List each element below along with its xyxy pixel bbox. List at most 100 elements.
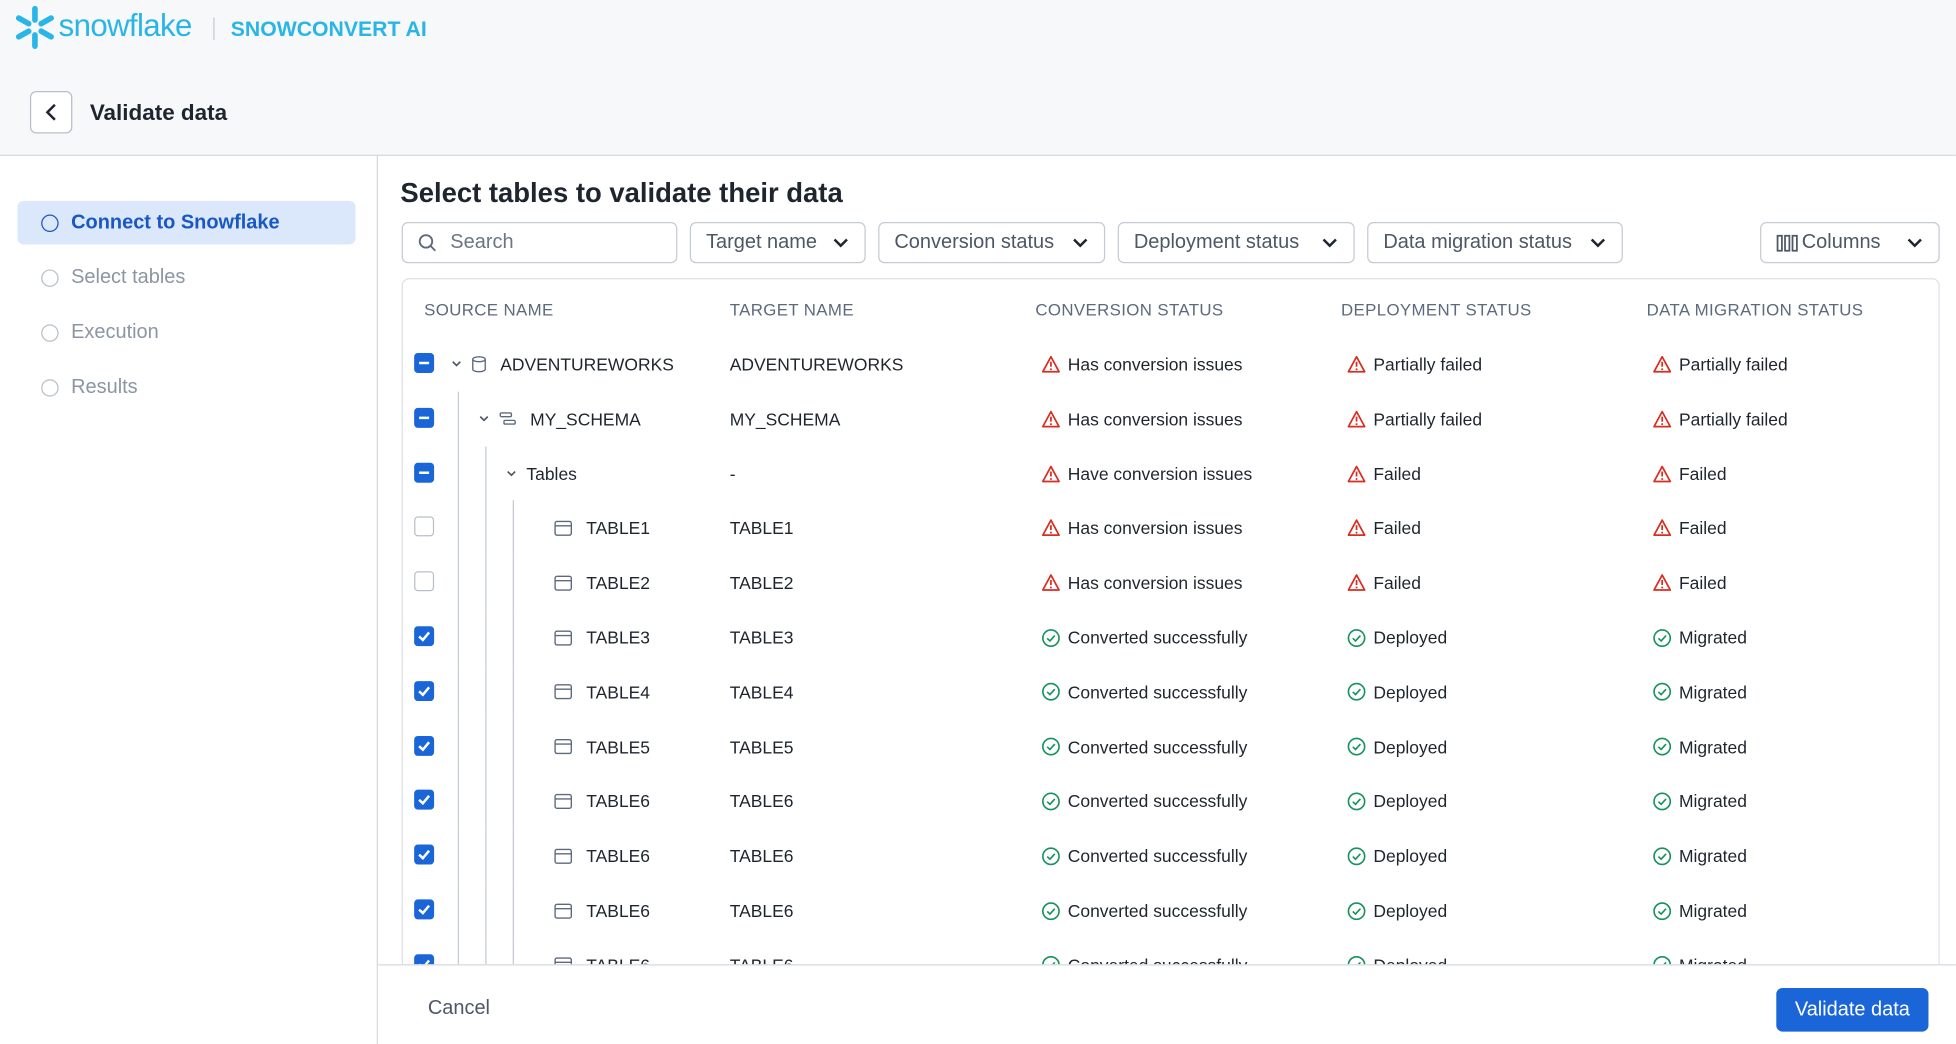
- warning-icon: [1041, 574, 1061, 592]
- status-cell: Converted successfully: [1042, 829, 1247, 884]
- status-text: Partially failed: [1679, 354, 1788, 375]
- footer: Cancel Validate data: [377, 964, 1956, 1044]
- tree-guide: [485, 883, 487, 939]
- step[interactable]: Connect to Snowflake: [17, 200, 356, 245]
- target-name: TABLE4: [729, 682, 794, 703]
- status-cell: Has conversion issues: [1041, 391, 1242, 446]
- step[interactable]: Results: [17, 365, 355, 409]
- data-table: SOURCE NAME TARGET NAME CONVERSION STATUS D…: [401, 278, 1940, 977]
- status-cell: Failed: [1347, 501, 1421, 556]
- checkbox[interactable]: [414, 790, 435, 811]
- target-name: TABLE6: [729, 791, 794, 812]
- search-box[interactable]: Search: [401, 222, 678, 264]
- tree-guide: [485, 446, 487, 501]
- validate-button[interactable]: Validate data: [1776, 987, 1929, 1032]
- checkbox[interactable]: [414, 680, 435, 701]
- tree-guide: [457, 500, 460, 556]
- sidebar: Connect to Snowflake Select tables Executi…: [0, 155, 378, 1044]
- source-name: TABLE2: [586, 572, 651, 593]
- expand-chevron: [478, 414, 490, 424]
- tree-guide: [485, 828, 487, 884]
- table-row: TABLE6 TABLE6 Converted successfully Deploy…: [403, 828, 1939, 884]
- page-title: Validate data: [89, 99, 228, 125]
- status-text: Converted successfully: [1067, 682, 1248, 703]
- table-icon: [554, 902, 573, 919]
- table-row: TABLE4 TABLE4 Converted successfully Deploy…: [403, 664, 1939, 720]
- source-name: TABLE6: [586, 900, 651, 921]
- status-cell: Has conversion issues: [1041, 337, 1243, 392]
- status-text: Deployed: [1373, 682, 1448, 703]
- target-name: TABLE6: [729, 900, 794, 921]
- checkbox[interactable]: [414, 516, 435, 537]
- status-text: Failed: [1679, 463, 1727, 484]
- step[interactable]: Execution: [17, 311, 355, 355]
- table-row: Tables - Have conversion issues Failed Faile…: [403, 446, 1939, 501]
- success-icon: [1042, 628, 1061, 647]
- step-dot: [41, 268, 59, 287]
- cancel-button[interactable]: Cancel: [427, 997, 490, 1020]
- status-cell: Has conversion issues: [1041, 555, 1242, 610]
- checkbox[interactable]: [414, 571, 435, 592]
- title-bar: Validate data: [0, 68, 1956, 156]
- success-icon: [1347, 792, 1366, 811]
- warning-icon: [1653, 465, 1672, 482]
- success-icon: [1347, 737, 1366, 756]
- table-row: TABLE6 TABLE6 Converted successfully Deploy…: [403, 773, 1939, 829]
- filter-dropdown[interactable]: Deployment status: [1117, 222, 1355, 264]
- tree-guide: [457, 446, 460, 501]
- warning-icon: [1653, 355, 1672, 373]
- status-cell: Deployed: [1347, 883, 1447, 938]
- success-icon: [1653, 683, 1672, 702]
- columns-button[interactable]: Columns: [1760, 222, 1940, 264]
- status-cell: Converted successfully: [1042, 774, 1247, 829]
- schema-icon: [499, 411, 516, 426]
- checkbox[interactable]: [414, 735, 435, 756]
- status-cell: Failed: [1347, 555, 1421, 610]
- checkbox[interactable]: [414, 899, 435, 920]
- source-cell: TABLE5: [533, 719, 650, 774]
- tree-guide: [457, 828, 460, 884]
- step-label: Results: [71, 376, 138, 398]
- tree-guide: [512, 500, 514, 556]
- source-name: Tables: [526, 463, 577, 484]
- table-icon: [554, 793, 573, 809]
- status-text: Failed: [1373, 463, 1421, 484]
- warning-icon: [1041, 465, 1061, 482]
- table-row: TABLE2 TABLE2 Has conversion issues Failed F…: [403, 555, 1939, 611]
- filter-dropdown[interactable]: Conversion status: [878, 222, 1106, 264]
- checkbox[interactable]: [414, 626, 435, 647]
- step[interactable]: Select tables: [17, 256, 355, 300]
- success-icon: [1653, 628, 1672, 647]
- checkbox[interactable]: [414, 844, 435, 865]
- chevron: [1589, 236, 1606, 248]
- status-cell: Have conversion issues: [1041, 446, 1252, 501]
- tree-guide: [485, 773, 487, 829]
- status-cell: Migrated: [1653, 883, 1747, 938]
- column-header: DATA MIGRATION STATUS: [1646, 300, 1864, 320]
- filter-dropdown[interactable]: Target name: [689, 222, 866, 264]
- checkbox[interactable]: [414, 353, 435, 373]
- checkbox[interactable]: [414, 462, 435, 483]
- top-bar: snowflake SNOWCONVERT AI: [0, 0, 1956, 69]
- status-text: Migrated: [1679, 627, 1747, 648]
- source-name: TABLE6: [586, 845, 651, 866]
- status-text: Converted successfully: [1067, 736, 1248, 757]
- source-cell: TABLE3: [533, 610, 650, 665]
- checkbox[interactable]: [414, 407, 435, 428]
- status-cell: Failed: [1653, 501, 1727, 556]
- status-text: Deployed: [1373, 845, 1448, 866]
- success-icon: [1653, 847, 1672, 866]
- status-text: Has conversion issues: [1067, 354, 1243, 375]
- filter-label: Data migration status: [1383, 231, 1572, 253]
- back-icon: [45, 103, 56, 121]
- table-row: TABLE1 TABLE1 Has conversion issues Failed F…: [403, 500, 1939, 556]
- status-cell: Partially failed: [1653, 391, 1788, 446]
- filter-dropdown[interactable]: Data migration status: [1367, 222, 1623, 264]
- table-icon: [554, 684, 573, 700]
- back-button[interactable]: [29, 91, 73, 134]
- tree-guide: [512, 609, 514, 665]
- source-cell: TABLE2: [533, 555, 650, 610]
- step-dot: [41, 323, 59, 342]
- warning-icon: [1653, 519, 1672, 537]
- tree-guide: [457, 937, 460, 976]
